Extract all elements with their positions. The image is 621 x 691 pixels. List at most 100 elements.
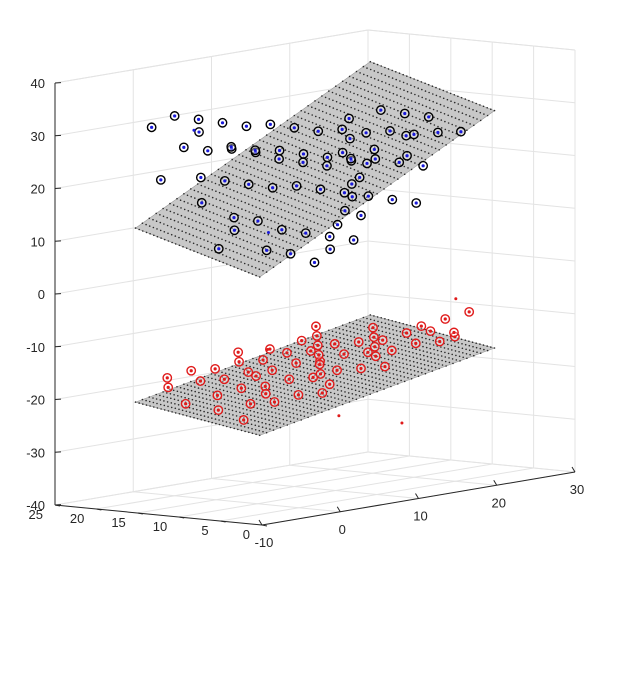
mesh-dot (153, 227, 155, 229)
mesh-dot (285, 367, 287, 369)
mesh-dot (445, 356, 447, 358)
mesh-dot (344, 342, 346, 344)
mesh-dot (195, 400, 197, 402)
mesh-dot (357, 102, 359, 104)
mesh-dot (303, 411, 305, 413)
mesh-dot (468, 340, 470, 342)
mesh-dot (376, 382, 378, 384)
mesh-dot (329, 114, 331, 116)
mesh-dot (231, 396, 233, 398)
mesh-dot (166, 392, 168, 394)
mesh-dot (365, 379, 367, 381)
mesh-dot (149, 396, 151, 398)
mesh-dot (268, 419, 270, 421)
mesh-dot (378, 79, 380, 81)
mesh-dot (296, 374, 298, 376)
mesh-dot (238, 403, 240, 405)
mesh-dot (393, 334, 395, 336)
mesh-dot (168, 240, 170, 242)
mesh-dot (399, 322, 401, 324)
mesh-dot (443, 98, 445, 100)
mesh-dot (310, 220, 312, 222)
mesh-dot (261, 239, 263, 241)
mesh-dot (304, 188, 306, 190)
mesh-dot (305, 135, 307, 137)
mesh-dot (279, 422, 281, 424)
upper-point (302, 152, 305, 155)
mesh-dot (338, 403, 340, 405)
mesh-dot (226, 421, 228, 423)
mesh-dot (208, 421, 210, 423)
mesh-dot (200, 414, 202, 416)
mesh-dot (246, 157, 248, 159)
z-tick-label: 20 (31, 182, 45, 197)
mesh-dot (385, 159, 387, 161)
mesh-dot (372, 381, 374, 383)
mesh-dot (240, 376, 242, 378)
mesh-dot (242, 368, 244, 370)
mesh-dot (431, 366, 433, 368)
mesh-dot (208, 386, 210, 388)
y-tick-label: 20 (70, 511, 84, 526)
lower-point (264, 385, 267, 388)
mesh-dot (330, 190, 332, 192)
mesh-dot (296, 161, 298, 163)
mesh-dot (451, 116, 453, 118)
mesh-dot (417, 371, 419, 373)
mesh-dot (218, 419, 220, 421)
mesh-dot (352, 353, 354, 355)
mesh-dot (228, 409, 230, 411)
mesh-dot (447, 344, 449, 346)
mesh-dot (217, 222, 219, 224)
mesh-dot (284, 397, 286, 399)
mesh-dot (346, 98, 348, 100)
mesh-dot (364, 330, 366, 332)
mesh-dot (255, 259, 257, 261)
mesh-dot (395, 361, 397, 363)
upper-point (278, 149, 281, 152)
mesh-dot (264, 414, 266, 416)
mesh-dot (149, 401, 151, 403)
mesh-dot (367, 322, 369, 324)
mesh-dot (394, 124, 396, 126)
mesh-dot (309, 197, 311, 199)
mesh-dot (308, 113, 310, 115)
mesh-dot (255, 385, 257, 387)
mesh-dot (266, 134, 268, 136)
mesh-dot (280, 387, 282, 389)
mesh-dot (421, 89, 423, 91)
mesh-dot (382, 96, 384, 98)
mesh-dot (307, 174, 309, 176)
mesh-dot (190, 196, 192, 198)
mesh-dot (361, 103, 363, 105)
mesh-dot (214, 175, 216, 177)
mesh-dot (301, 388, 303, 390)
mesh-dot (422, 341, 424, 343)
mesh-dot (364, 374, 366, 376)
mesh-dot (227, 210, 229, 212)
mesh-dot (454, 102, 456, 104)
mesh-dot (365, 189, 367, 191)
mesh-dot (282, 163, 284, 165)
mesh-dot (346, 334, 348, 336)
mesh-dot (355, 350, 357, 352)
mesh-dot (233, 190, 235, 192)
mesh-dot (276, 391, 278, 393)
mesh-dot (295, 207, 297, 209)
mesh-dot (430, 352, 432, 354)
mesh-dot (294, 199, 296, 201)
mesh-dot (332, 335, 334, 337)
mesh-dot (459, 360, 461, 362)
mesh-dot (476, 347, 478, 349)
mesh-dot (234, 393, 236, 395)
mesh-dot (424, 143, 426, 145)
mesh-dot (299, 224, 301, 226)
mesh-dot (291, 355, 293, 357)
mesh-dot (353, 85, 355, 87)
mesh-dot (416, 357, 418, 359)
mesh-dot (410, 369, 412, 371)
mesh-dot (404, 345, 406, 347)
mesh-dot (188, 393, 190, 395)
mesh-dot (387, 385, 389, 387)
mesh-dot (239, 407, 241, 409)
